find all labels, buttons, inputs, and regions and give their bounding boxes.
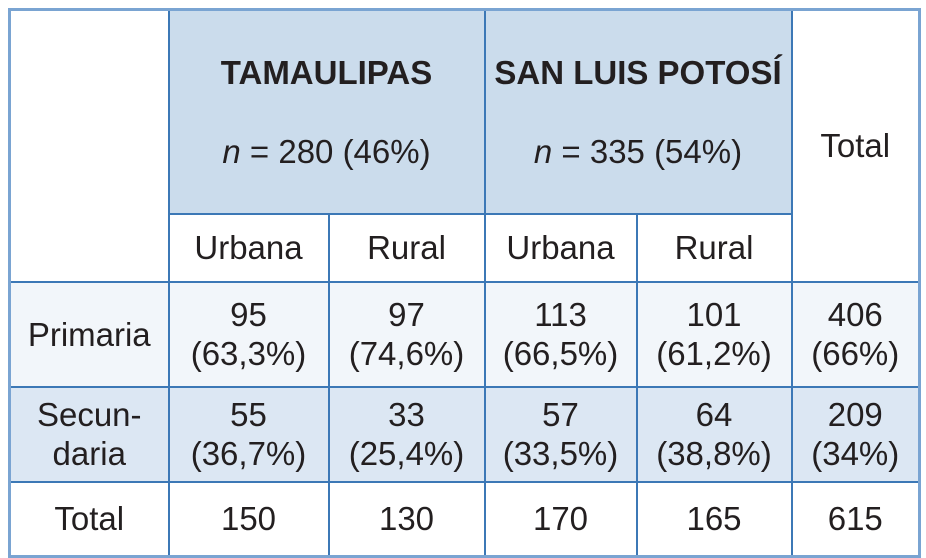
n-symbol: n <box>222 132 241 170</box>
cell-secundaria-san-luis-potosi-urbana: 57 (33,5%) <box>483 385 638 483</box>
group-header-san-luis-potosi: SAN LUIS POTOSÍ n = 335 (54%) <box>483 8 793 215</box>
cell-primaria-tamaulipas-urbana: 95 (63,3%) <box>167 280 330 388</box>
subcol-header-tamaulipas-rural: Rural <box>327 212 486 283</box>
total-column-header: Total <box>790 8 921 283</box>
cell-total-tamaulipas-urbana: 150 <box>167 480 330 558</box>
row-label-total: Total <box>8 480 170 558</box>
subcol-header-tamaulipas-urbana: Urbana <box>167 212 330 283</box>
cell-total-san-luis-potosi-urbana: 170 <box>483 480 638 558</box>
cell-primaria-san-luis-potosi-rural: 101 (61,2%) <box>635 280 793 388</box>
group-subtitle-san-luis-potosi: n = 335 (54%) <box>490 132 787 172</box>
header-row-subcolumns: Urbana Rural Urbana Rural <box>10 212 920 283</box>
table-row-total: Total 150 130 170 165 615 <box>8 480 921 558</box>
contingency-table: TAMAULIPAS n = 280 (46%) SAN LUIS POTOSÍ… <box>8 8 921 558</box>
table-row-primaria: Primaria 95 (63,3%) 97 (74,6%) 113 (66,5… <box>8 280 921 388</box>
cell-secundaria-san-luis-potosi-rural: 64 (38,8%) <box>635 385 793 483</box>
table-row-secundaria: Secun- daria 55 (36,7%) 33 (25,4%) 57 (3… <box>8 385 921 483</box>
cell-primaria-san-luis-potosi-urbana: 113 (66,5%) <box>483 280 638 388</box>
cell-primaria-total: 406 (66%) <box>790 280 921 388</box>
table-figure: TAMAULIPAS n = 280 (46%) SAN LUIS POTOSÍ… <box>8 8 921 558</box>
n-symbol: n <box>533 132 553 170</box>
corner-cell <box>8 8 170 283</box>
group-title-san-luis-potosi: SAN LUIS POTOSÍ <box>494 53 782 91</box>
subcol-header-san-luis-potosi-rural: Rural <box>635 212 793 283</box>
cell-secundaria-total: 209 (34%) <box>790 385 921 483</box>
cell-secundaria-tamaulipas-urbana: 55 (36,7%) <box>167 385 330 483</box>
cell-primaria-tamaulipas-rural: 97 (74,6%) <box>327 280 486 388</box>
cell-total-san-luis-potosi-rural: 165 <box>635 480 793 558</box>
group-title-tamaulipas: TAMAULIPAS <box>220 53 433 91</box>
cell-total-total: 615 <box>790 480 921 558</box>
subcol-header-san-luis-potosi-urbana: Urbana <box>483 212 638 283</box>
n-value: = 335 (54%) <box>552 132 743 170</box>
header-row-groups: TAMAULIPAS n = 280 (46%) SAN LUIS POTOSÍ… <box>8 8 921 283</box>
group-subtitle-tamaulipas: n = 280 (46%) <box>174 132 480 172</box>
group-header-tamaulipas: TAMAULIPAS n = 280 (46%) <box>167 8 486 215</box>
row-label-primaria: Primaria <box>8 280 170 388</box>
row-label-secundaria: Secun- daria <box>8 385 170 483</box>
n-value: = 280 (46%) <box>240 132 431 170</box>
cell-total-tamaulipas-rural: 130 <box>327 480 486 558</box>
cell-secundaria-tamaulipas-rural: 33 (25,4%) <box>327 385 486 483</box>
